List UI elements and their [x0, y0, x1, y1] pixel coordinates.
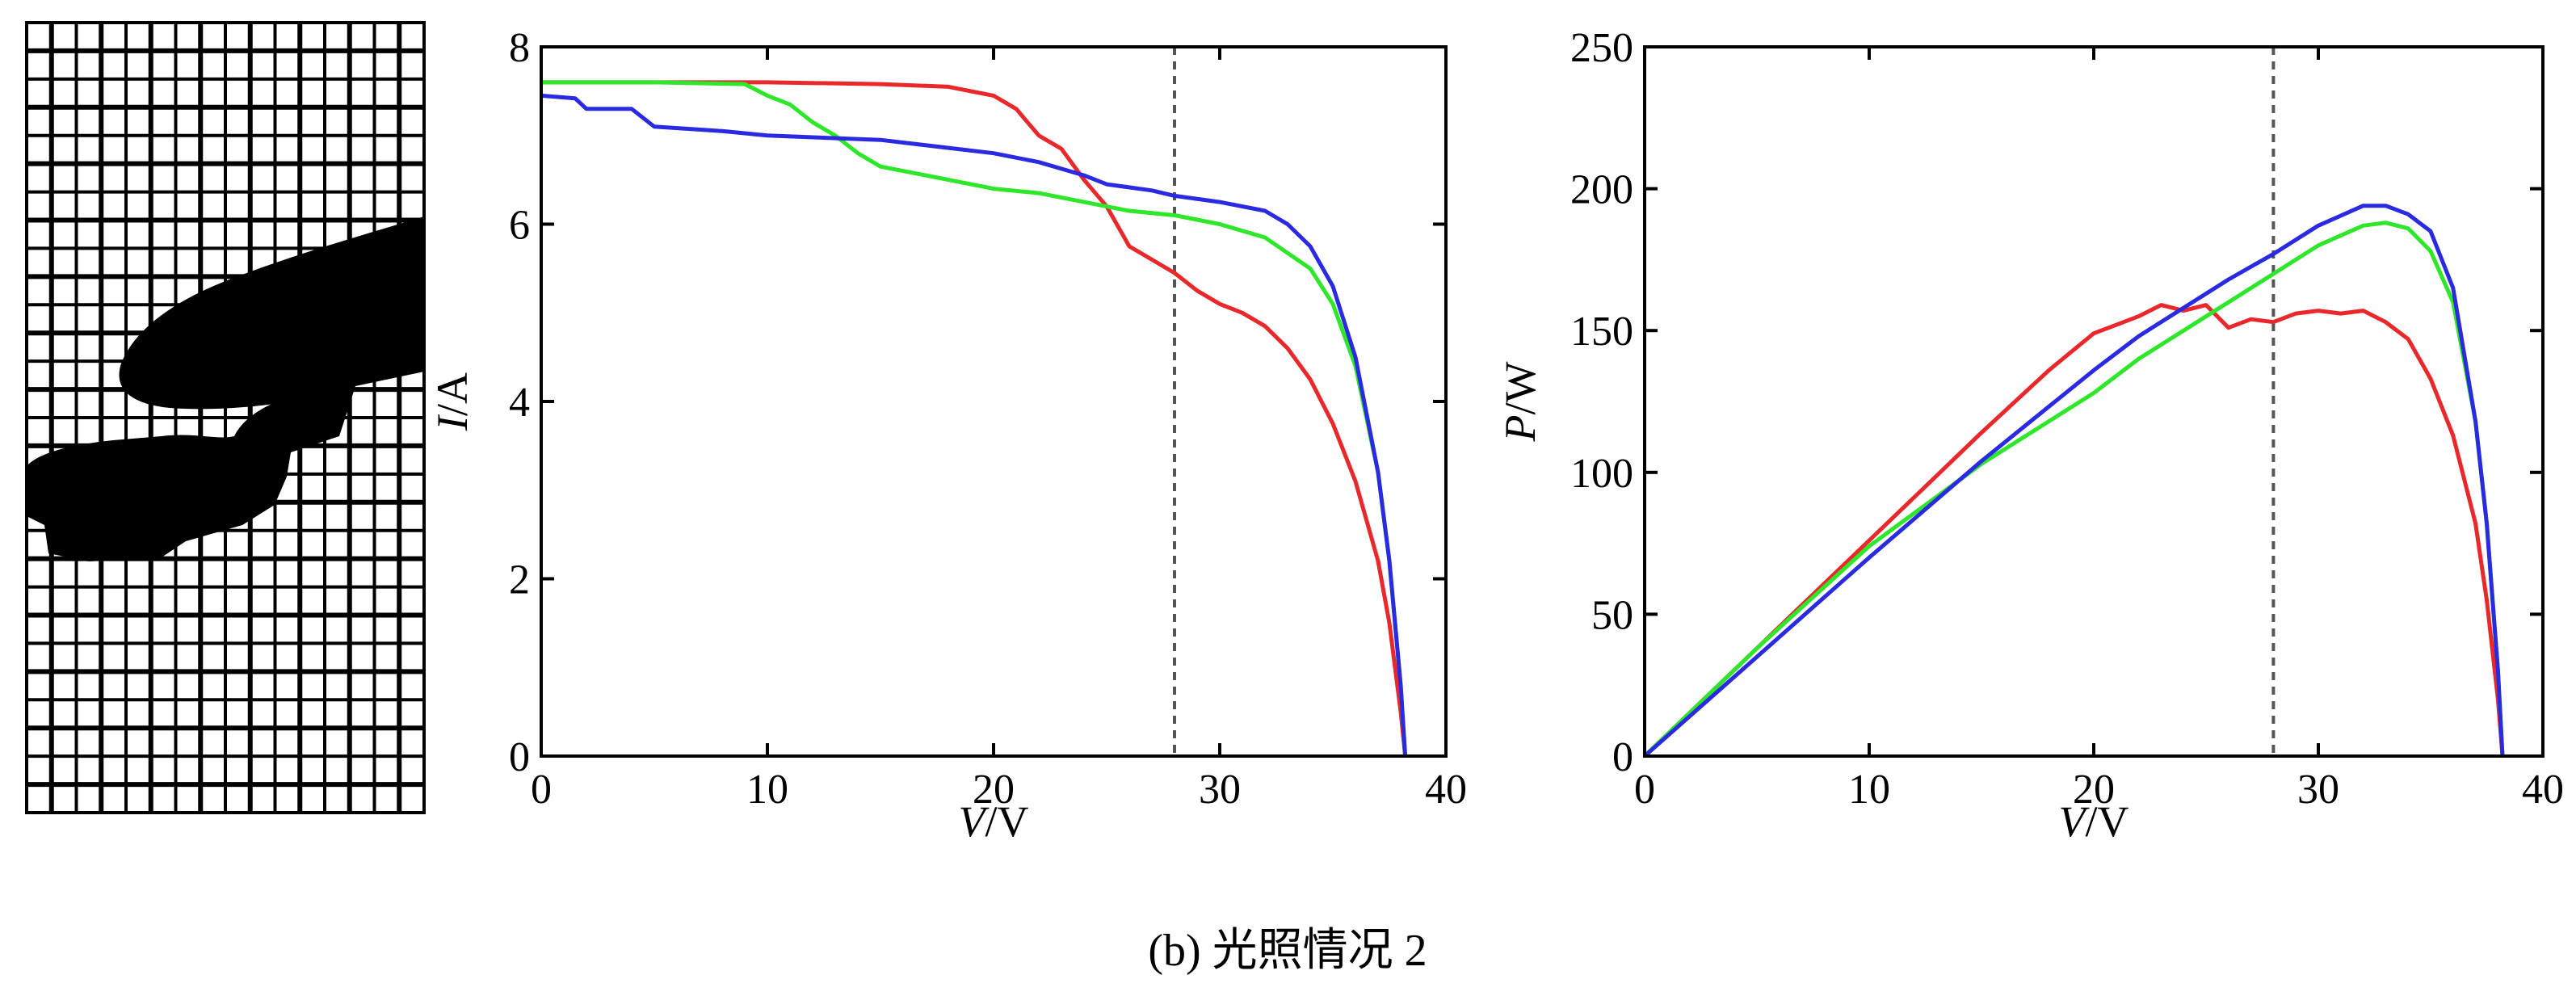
y-tick-label: 50: [1591, 592, 1633, 638]
shadow-shape-lower: [28, 386, 355, 561]
shaded-pv-array-illustration: [25, 21, 426, 814]
x-axis-label: V/V: [2059, 797, 2129, 846]
plot-frame: [1643, 45, 2544, 758]
y-tick-label: 0: [509, 734, 530, 780]
x-axis-label: V/V: [959, 797, 1029, 846]
y-tick-label: 0: [1612, 734, 1633, 780]
series-line-blue: [1643, 204, 2505, 758]
series-line-green: [1643, 221, 2505, 758]
y-tick-label: 200: [1570, 167, 1633, 213]
x-tick-label: 0: [531, 767, 552, 813]
y-tick-label: 8: [509, 25, 530, 71]
x-tick-label: 10: [746, 767, 788, 813]
figure-caption: (b) 光照情况 2: [1148, 926, 1427, 976]
y-axis-variable: I: [428, 414, 477, 431]
y-axis-unit: /A: [428, 372, 477, 416]
x-tick-label: 20: [2073, 767, 2115, 813]
x-axis-variable: V: [2059, 797, 2091, 846]
x-tick-label: 30: [1199, 767, 1241, 813]
y-axis-label: P/W: [1496, 361, 1544, 442]
x-tick-label: 20: [973, 767, 1015, 813]
x-axis-unit: /V: [985, 797, 1029, 846]
shadow-shape: [119, 216, 424, 410]
y-axis-label: I/A: [428, 372, 477, 431]
y-tick-label: 4: [509, 380, 530, 426]
y-tick-label: 2: [509, 557, 530, 603]
x-axis-unit: /V: [2086, 797, 2129, 846]
y-tick-label: 100: [1570, 451, 1633, 497]
x-tick-label: 10: [1848, 767, 1890, 813]
series-line-red: [541, 80, 1408, 757]
y-tick-label: 150: [1570, 309, 1633, 355]
x-tick-label: 0: [1634, 767, 1655, 813]
y-tick-label: 250: [1570, 25, 1633, 71]
x-tick-label: 40: [1425, 767, 1467, 813]
iv-chart: 0 10 20 30 40 0 2 4 6 8 V/V I/A: [428, 25, 1467, 846]
y-tick-label: 6: [509, 203, 530, 249]
pv-chart: 0 10 20 30 40 0 50 100 150 200 250 V/V P/W: [1496, 25, 2564, 846]
series-line-blue: [540, 93, 1408, 757]
x-tick-label: 40: [2522, 767, 2564, 813]
x-tick-label: 30: [2297, 767, 2339, 813]
series-line-green: [541, 80, 1408, 757]
y-axis-variable: P: [1496, 414, 1544, 442]
y-axis-unit: /W: [1496, 361, 1544, 414]
series-line-red: [1643, 303, 2505, 758]
x-axis-variable: V: [959, 797, 990, 846]
